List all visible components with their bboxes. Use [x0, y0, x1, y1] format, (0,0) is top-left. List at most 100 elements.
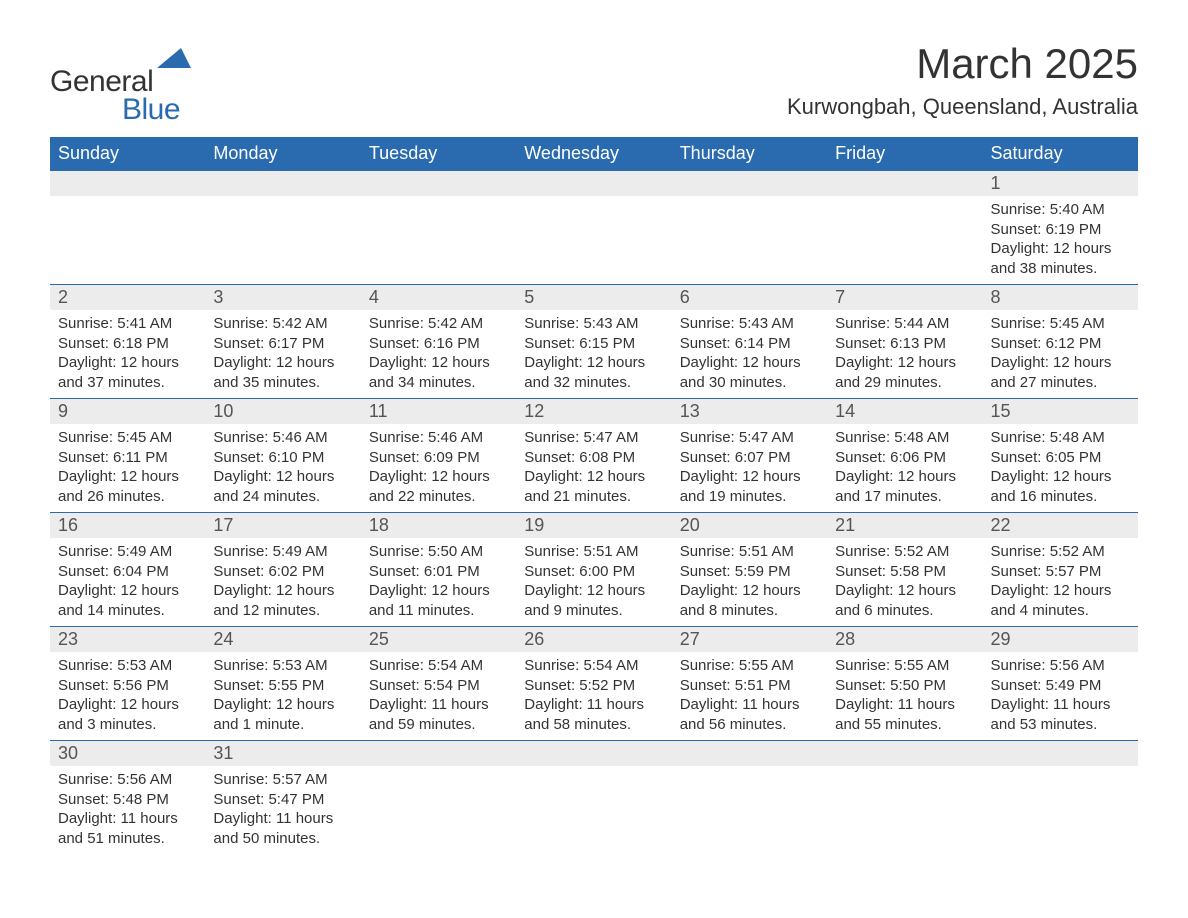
calendar-cell: 26Sunrise: 5:54 AMSunset: 5:52 PMDayligh…	[516, 627, 671, 741]
day-number-bar	[827, 741, 982, 766]
calendar-cell: 9Sunrise: 5:45 AMSunset: 6:11 PMDaylight…	[50, 399, 205, 513]
day-body: Sunrise: 5:55 AMSunset: 5:50 PMDaylight:…	[827, 652, 982, 740]
daylight-text: Daylight: 12 hours	[680, 353, 819, 373]
day-number: 3	[205, 285, 360, 310]
day-number: 2	[50, 285, 205, 310]
day-number-bar	[50, 171, 205, 196]
day-of-week-header: Thursday	[672, 137, 827, 171]
day-number: 20	[672, 513, 827, 538]
daylight-text: Daylight: 11 hours	[835, 695, 974, 715]
sunrise-text: Sunrise: 5:50 AM	[369, 542, 508, 562]
sunset-text: Sunset: 6:19 PM	[991, 220, 1130, 240]
sunset-text: Sunset: 6:17 PM	[213, 334, 352, 354]
sunrise-text: Sunrise: 5:40 AM	[991, 200, 1130, 220]
sunset-text: Sunset: 6:14 PM	[680, 334, 819, 354]
day-number: 13	[672, 399, 827, 424]
sunrise-text: Sunrise: 5:52 AM	[835, 542, 974, 562]
day-number: 4	[361, 285, 516, 310]
day-body: Sunrise: 5:40 AMSunset: 6:19 PMDaylight:…	[983, 196, 1138, 284]
day-number-bar	[516, 171, 671, 196]
calendar-week-row: 9Sunrise: 5:45 AMSunset: 6:11 PMDaylight…	[50, 399, 1138, 513]
calendar-cell: 14Sunrise: 5:48 AMSunset: 6:06 PMDayligh…	[827, 399, 982, 513]
calendar-cell: 5Sunrise: 5:43 AMSunset: 6:15 PMDaylight…	[516, 285, 671, 399]
calendar-cell	[516, 171, 671, 285]
daylight-text: and 32 minutes.	[524, 373, 663, 393]
calendar-cell	[983, 741, 1138, 855]
day-body	[516, 196, 671, 274]
day-number: 26	[516, 627, 671, 652]
day-body: Sunrise: 5:44 AMSunset: 6:13 PMDaylight:…	[827, 310, 982, 398]
day-number-bar	[361, 741, 516, 766]
calendar-cell: 19Sunrise: 5:51 AMSunset: 6:00 PMDayligh…	[516, 513, 671, 627]
sunset-text: Sunset: 5:47 PM	[213, 790, 352, 810]
daylight-text: Daylight: 12 hours	[58, 581, 197, 601]
calendar-cell: 15Sunrise: 5:48 AMSunset: 6:05 PMDayligh…	[983, 399, 1138, 513]
day-number: 6	[672, 285, 827, 310]
sunset-text: Sunset: 6:16 PM	[369, 334, 508, 354]
sunset-text: Sunset: 6:13 PM	[835, 334, 974, 354]
logo-text-blue: Blue	[122, 93, 180, 127]
calendar-table: SundayMondayTuesdayWednesdayThursdayFrid…	[50, 137, 1138, 854]
calendar-cell: 1Sunrise: 5:40 AMSunset: 6:19 PMDaylight…	[983, 171, 1138, 285]
sunset-text: Sunset: 5:56 PM	[58, 676, 197, 696]
sunset-text: Sunset: 5:49 PM	[991, 676, 1130, 696]
sunrise-text: Sunrise: 5:46 AM	[213, 428, 352, 448]
day-body: Sunrise: 5:55 AMSunset: 5:51 PMDaylight:…	[672, 652, 827, 740]
sunrise-text: Sunrise: 5:54 AM	[524, 656, 663, 676]
day-body	[827, 196, 982, 274]
daylight-text: Daylight: 11 hours	[213, 809, 352, 829]
calendar-cell: 18Sunrise: 5:50 AMSunset: 6:01 PMDayligh…	[361, 513, 516, 627]
day-number-bar	[516, 741, 671, 766]
day-number: 29	[983, 627, 1138, 652]
day-of-week-header: Tuesday	[361, 137, 516, 171]
daylight-text: Daylight: 12 hours	[213, 581, 352, 601]
daylight-text: Daylight: 12 hours	[991, 239, 1130, 259]
daylight-text: Daylight: 12 hours	[213, 695, 352, 715]
daylight-text: and 35 minutes.	[213, 373, 352, 393]
daylight-text: Daylight: 12 hours	[991, 467, 1130, 487]
sunrise-text: Sunrise: 5:45 AM	[58, 428, 197, 448]
sunrise-text: Sunrise: 5:49 AM	[58, 542, 197, 562]
day-body: Sunrise: 5:53 AMSunset: 5:56 PMDaylight:…	[50, 652, 205, 740]
day-number: 16	[50, 513, 205, 538]
calendar-week-row: 1Sunrise: 5:40 AMSunset: 6:19 PMDaylight…	[50, 171, 1138, 285]
daylight-text: Daylight: 12 hours	[835, 353, 974, 373]
calendar-cell	[827, 741, 982, 855]
month-title: March 2025	[787, 40, 1138, 88]
day-body	[205, 196, 360, 274]
day-body: Sunrise: 5:45 AMSunset: 6:11 PMDaylight:…	[50, 424, 205, 512]
sunrise-text: Sunrise: 5:53 AM	[213, 656, 352, 676]
daylight-text: and 1 minute.	[213, 715, 352, 735]
day-body: Sunrise: 5:43 AMSunset: 6:14 PMDaylight:…	[672, 310, 827, 398]
day-body	[50, 196, 205, 274]
day-number: 22	[983, 513, 1138, 538]
daylight-text: and 3 minutes.	[58, 715, 197, 735]
daylight-text: Daylight: 12 hours	[524, 467, 663, 487]
day-number: 28	[827, 627, 982, 652]
sunset-text: Sunset: 5:51 PM	[680, 676, 819, 696]
day-body: Sunrise: 5:56 AMSunset: 5:49 PMDaylight:…	[983, 652, 1138, 740]
sunrise-text: Sunrise: 5:43 AM	[524, 314, 663, 334]
calendar-cell: 8Sunrise: 5:45 AMSunset: 6:12 PMDaylight…	[983, 285, 1138, 399]
daylight-text: Daylight: 12 hours	[680, 467, 819, 487]
daylight-text: Daylight: 12 hours	[369, 353, 508, 373]
day-number: 31	[205, 741, 360, 766]
day-body: Sunrise: 5:49 AMSunset: 6:02 PMDaylight:…	[205, 538, 360, 626]
day-body: Sunrise: 5:42 AMSunset: 6:16 PMDaylight:…	[361, 310, 516, 398]
day-body: Sunrise: 5:53 AMSunset: 5:55 PMDaylight:…	[205, 652, 360, 740]
daylight-text: and 29 minutes.	[835, 373, 974, 393]
daylight-text: and 12 minutes.	[213, 601, 352, 621]
day-body: Sunrise: 5:51 AMSunset: 5:59 PMDaylight:…	[672, 538, 827, 626]
logo: General Blue	[50, 65, 191, 127]
daylight-text: and 19 minutes.	[680, 487, 819, 507]
sunrise-text: Sunrise: 5:48 AM	[991, 428, 1130, 448]
calendar-cell: 7Sunrise: 5:44 AMSunset: 6:13 PMDaylight…	[827, 285, 982, 399]
daylight-text: Daylight: 11 hours	[369, 695, 508, 715]
sunset-text: Sunset: 5:58 PM	[835, 562, 974, 582]
sunset-text: Sunset: 5:48 PM	[58, 790, 197, 810]
daylight-text: and 26 minutes.	[58, 487, 197, 507]
daylight-text: and 56 minutes.	[680, 715, 819, 735]
calendar-cell: 29Sunrise: 5:56 AMSunset: 5:49 PMDayligh…	[983, 627, 1138, 741]
calendar-cell: 25Sunrise: 5:54 AMSunset: 5:54 PMDayligh…	[361, 627, 516, 741]
day-number: 10	[205, 399, 360, 424]
